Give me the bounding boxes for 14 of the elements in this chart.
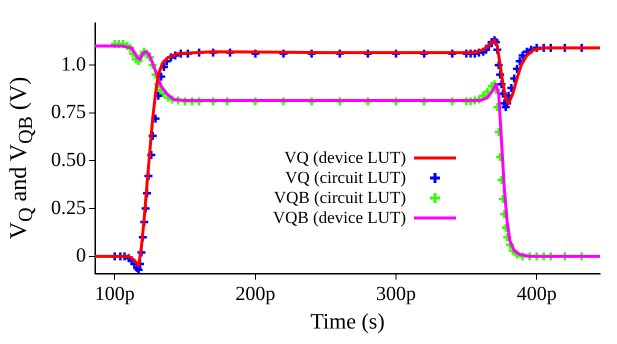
x-tick-label: 300p [376,282,416,305]
x-tick-label: 200p [235,282,276,305]
x-axis-title: Time (s) [310,308,385,334]
y-tick-label: 1.0 [61,53,86,76]
y-tick-label: 0.25 [51,196,86,219]
legend-label: VQ (device LUT) [284,148,406,168]
legend-label: VQB (circuit LUT) [274,188,406,208]
legend-label: VQ (circuit LUT) [285,168,406,188]
x-tick-label: 400p [516,282,557,305]
x-tick-label: 100p [94,282,135,305]
legend-label: VQB (device LUT) [272,208,406,228]
y-tick-label: 0.75 [51,101,86,124]
y-tick-label: 0.50 [51,148,86,171]
y-tick-label: 0 [76,244,86,267]
